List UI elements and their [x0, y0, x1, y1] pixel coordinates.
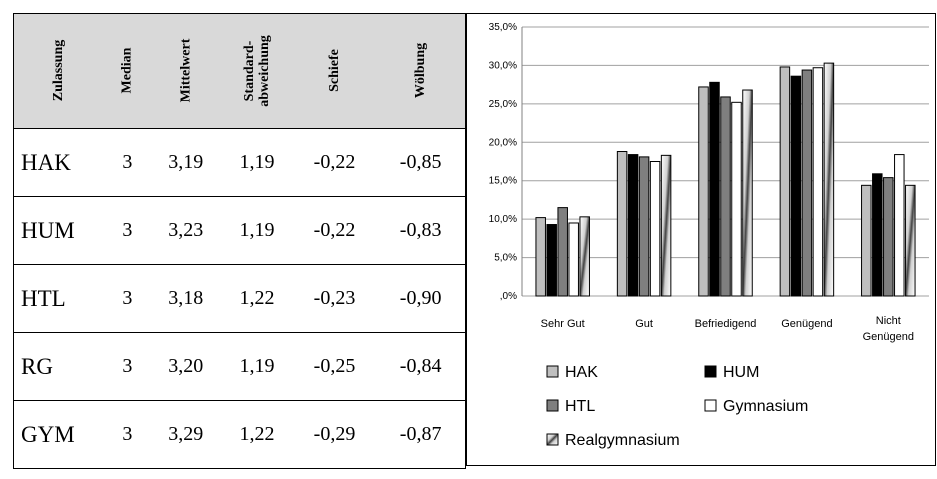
column-header-woelbung: Wölbung: [376, 13, 466, 129]
legend-swatch: [546, 433, 559, 446]
table-cell: 3,23: [150, 196, 222, 265]
legend-swatch: [546, 365, 559, 378]
table-cell: -0,85: [376, 128, 466, 197]
table-cell: -0,22: [292, 196, 377, 265]
x-tick-label: Sehr Gut: [541, 318, 585, 330]
x-tick-label: Genügend: [781, 318, 832, 330]
bar: [709, 81, 720, 297]
legend-swatch: [704, 365, 717, 378]
table-cell: -0,25: [292, 332, 377, 401]
table-cell: 3: [104, 264, 151, 333]
y-tick-label: 30,0%: [489, 60, 517, 71]
bar: [894, 154, 905, 297]
table-cell: 1,22: [221, 264, 293, 333]
bar: [535, 217, 546, 297]
x-tick-label: Nicht: [876, 315, 901, 327]
table-cell: 3,29: [150, 400, 222, 469]
bar: [616, 151, 628, 297]
bar: [660, 154, 672, 297]
bar: [720, 96, 731, 297]
table-cell: -0,87: [376, 400, 466, 469]
bar: [905, 184, 916, 297]
table-cell: -0,29: [292, 400, 377, 469]
table-cell: -0,22: [292, 128, 377, 197]
bar: [801, 69, 813, 297]
bar: [883, 177, 894, 297]
row-label: RG: [13, 332, 105, 401]
table-row: HTL 3 3,18 1,22 -0,23 -0,90: [13, 264, 466, 333]
x-tick-label: Gut: [635, 318, 653, 330]
legend-label: HAK: [565, 364, 598, 381]
legend-label: HTL: [565, 398, 595, 415]
legend-label: Realgymnasium: [565, 432, 680, 449]
table-cell: -0,83: [376, 196, 466, 265]
bar: [649, 161, 661, 297]
table-cell: 3: [104, 400, 151, 469]
column-header-standardabweichung: Standard-abweichung: [221, 13, 293, 129]
column-header-schiefe: Schiefe: [292, 13, 377, 129]
column-header-mittelwert: Mittelwert: [150, 13, 222, 129]
y-tick-label: ,0%: [500, 291, 517, 302]
table-row: HUM 3 3,23 1,19 -0,22 -0,83: [13, 196, 466, 265]
bar: [823, 62, 835, 297]
table-cell: 1,19: [221, 196, 293, 265]
bar: [568, 222, 579, 297]
row-label: HTL: [13, 264, 105, 333]
table-row: GYM 3 3,29 1,22 -0,29 -0,87: [13, 400, 466, 469]
table-cell: -0,23: [292, 264, 377, 333]
table-cell: 3,20: [150, 332, 222, 401]
bar: [861, 184, 872, 297]
column-header-zulassung: Zulassung: [13, 13, 105, 129]
y-tick-label: 35,0%: [489, 22, 517, 33]
legend-label: Gymnasium: [723, 398, 808, 415]
statistics-table: Zulassung Median Mittelwert Standard-abw…: [13, 13, 466, 469]
table-cell: 1,22: [221, 400, 293, 469]
bar: [742, 89, 753, 297]
table-cell: 1,19: [221, 332, 293, 401]
chart-legend: HAK HUM HTL Gymnasium Realgymnasium: [546, 364, 808, 449]
table-cell: -0,90: [376, 264, 466, 333]
chart-frame: ,0% 5,0% 10,0% 15,0% 20,0% 25,0% 30,0% 35,0% Se…: [466, 13, 936, 466]
bar: [627, 154, 639, 297]
x-axis-category-labels: Sehr Gut Gut Befriedigend Genügend Nicht Genü…: [541, 315, 914, 343]
bar: [779, 66, 791, 297]
table-row: HAK 3 3,19 1,19 -0,22 -0,85: [13, 128, 466, 197]
bar: [546, 224, 557, 297]
y-axis-tick-labels: ,0% 5,0% 10,0% 15,0% 20,0% 25,0% 30,0% 35,0%: [489, 22, 517, 302]
bar: [579, 216, 590, 297]
x-tick-label: Genügend: [863, 331, 914, 343]
table-header-row: Zulassung Median Mittelwert Standard-abw…: [13, 13, 466, 129]
y-tick-label: 10,0%: [489, 214, 517, 225]
bar: [812, 67, 824, 297]
bar: [557, 207, 568, 297]
table-cell: -0,84: [376, 332, 466, 401]
bar: [790, 75, 802, 297]
chart-bars: [535, 62, 916, 297]
table-cell: 3: [104, 128, 151, 197]
y-tick-label: 25,0%: [489, 99, 517, 110]
table-cell: 3: [104, 196, 151, 265]
legend-swatch: [704, 399, 717, 412]
legend-swatch: [546, 399, 559, 412]
y-tick-label: 20,0%: [489, 137, 517, 148]
bar: [731, 101, 742, 297]
y-tick-label: 15,0%: [489, 176, 517, 187]
y-tick-label: 5,0%: [494, 253, 517, 264]
x-tick-label: Befriedigend: [695, 318, 757, 330]
bar: [872, 173, 883, 297]
table-row: RG 3 3,20 1,19 -0,25 -0,84: [13, 332, 466, 401]
table-cell: 3: [104, 332, 151, 401]
row-label: GYM: [13, 400, 105, 469]
table-cell: 1,19: [221, 128, 293, 197]
grade-distribution-chart: ,0% 5,0% 10,0% 15,0% 20,0% 25,0% 30,0% 35,0% Se…: [489, 22, 929, 449]
bar: [698, 86, 709, 297]
table-cell: 3,18: [150, 264, 222, 333]
bar: [638, 156, 650, 297]
row-label: HAK: [13, 128, 105, 197]
row-label: HUM: [13, 196, 105, 265]
legend-label: HUM: [723, 364, 759, 381]
column-header-median: Median: [104, 13, 151, 129]
table-cell: 3,19: [150, 128, 222, 197]
